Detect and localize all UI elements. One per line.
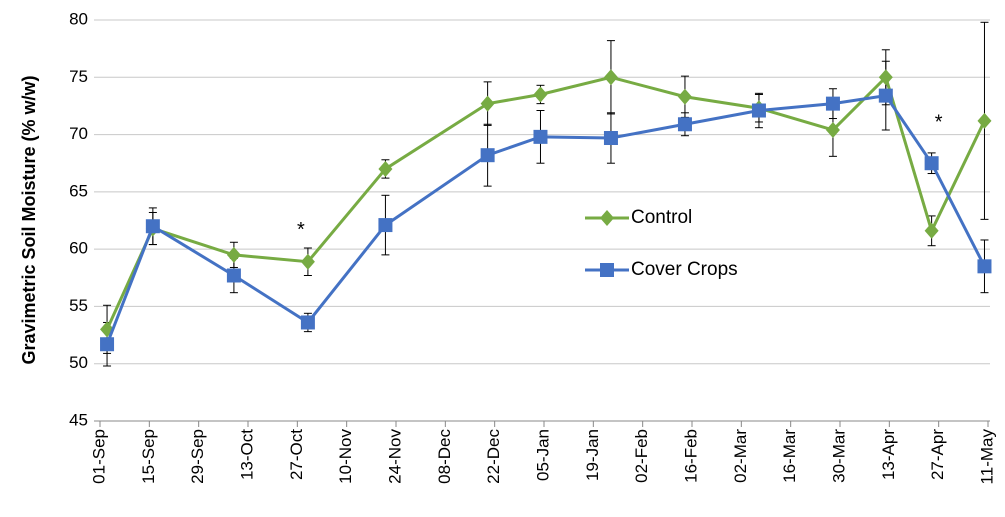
marker xyxy=(300,253,315,270)
marker xyxy=(677,88,692,105)
marker xyxy=(924,222,939,239)
y-tick-label: 70 xyxy=(69,124,88,143)
marker xyxy=(924,156,939,171)
legend-label: Cover Crops xyxy=(631,259,738,280)
marker xyxy=(300,315,315,330)
x-tick-label: 30-Mar xyxy=(829,429,848,483)
marker xyxy=(825,96,840,111)
y-tick-label: 65 xyxy=(69,181,88,200)
marker xyxy=(825,121,840,138)
x-tick-label: 15-Sep xyxy=(139,429,158,484)
marker xyxy=(751,103,766,118)
y-axis-label: Gravimetric Soil Moisture (% w/w) xyxy=(19,75,39,364)
x-tick-label: 13-Oct xyxy=(237,429,256,480)
legend-label: Control xyxy=(631,207,692,228)
x-tick-label: 02-Mar xyxy=(731,429,750,483)
y-tick-label: 50 xyxy=(69,353,88,372)
marker xyxy=(533,129,548,144)
marker xyxy=(603,69,618,86)
marker xyxy=(977,259,992,274)
legend-item: Cover Crops xyxy=(585,259,738,280)
annotation: * xyxy=(297,219,305,241)
annotation: * xyxy=(935,111,943,133)
marker xyxy=(603,131,618,146)
x-tick-label: 22-Dec xyxy=(484,429,503,484)
x-tick-label: 16-Feb xyxy=(681,429,700,483)
x-tick-label: 16-Mar xyxy=(780,429,799,483)
marker xyxy=(480,95,495,112)
y-tick-label: 80 xyxy=(69,9,88,28)
x-tick-label: 01-Sep xyxy=(89,429,108,484)
legend-marker xyxy=(600,263,614,277)
marker xyxy=(100,337,115,352)
x-tick-label: 13-Apr xyxy=(879,429,898,480)
x-tick-label: 27-Oct xyxy=(287,429,306,480)
marker xyxy=(878,88,893,103)
legend-item: Control xyxy=(585,207,692,228)
marker xyxy=(378,218,393,233)
marker xyxy=(977,112,992,129)
marker xyxy=(226,246,241,263)
y-tick-label: 60 xyxy=(69,239,88,258)
marker xyxy=(878,69,893,86)
y-tick-label: 45 xyxy=(69,410,88,429)
x-tick-label: 05-Jan xyxy=(533,429,552,481)
marker xyxy=(145,219,160,234)
legend-marker xyxy=(600,210,614,226)
x-tick-label: 29-Sep xyxy=(188,429,207,484)
marker xyxy=(378,160,393,177)
x-tick-label: 24-Nov xyxy=(385,429,404,484)
x-tick-label: 08-Dec xyxy=(435,429,454,484)
marker xyxy=(677,117,692,132)
series-line xyxy=(105,74,986,330)
marker xyxy=(226,268,241,283)
x-tick-label: 11-May xyxy=(977,429,996,485)
y-tick-label: 55 xyxy=(69,296,88,315)
marker xyxy=(533,86,548,103)
x-tick-label: 27-Apr xyxy=(928,429,947,480)
x-tick-label: 19-Jan xyxy=(583,429,602,481)
y-tick-label: 75 xyxy=(69,67,88,86)
series-line xyxy=(105,93,986,345)
x-tick-label: 02-Feb xyxy=(632,429,651,483)
marker xyxy=(480,148,495,163)
x-tick-label: 10-Nov xyxy=(336,429,355,484)
